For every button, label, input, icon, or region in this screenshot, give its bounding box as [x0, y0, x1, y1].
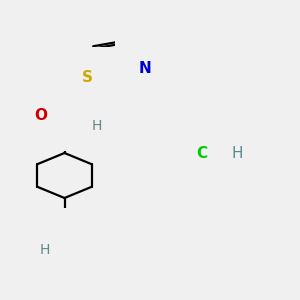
Text: N: N	[82, 113, 95, 128]
Text: H: H	[40, 229, 50, 242]
Text: H: H	[40, 244, 50, 257]
Text: N: N	[36, 236, 48, 250]
Text: H: H	[92, 119, 102, 133]
Text: N: N	[138, 61, 151, 76]
Text: S: S	[82, 70, 93, 86]
Text: Cl: Cl	[196, 146, 212, 160]
Text: O: O	[34, 108, 47, 123]
Text: H: H	[231, 146, 243, 160]
